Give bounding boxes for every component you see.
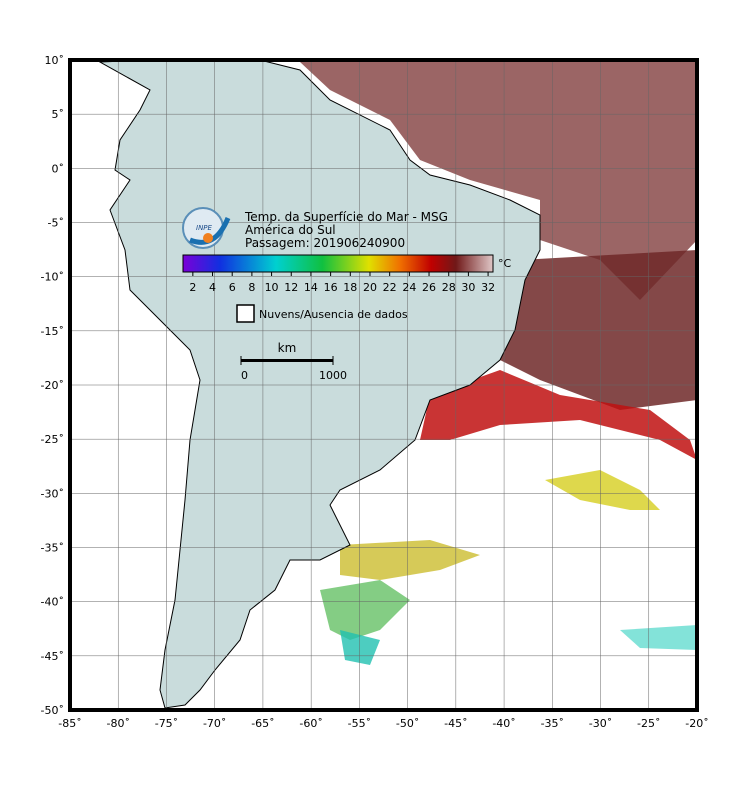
x-tick-label: -50˚ [396,717,419,730]
x-tick-label: -80˚ [106,717,129,730]
y-tick-label: -10˚ [41,271,64,284]
y-tick-label: -20˚ [41,379,64,392]
colorbar-tick-label: 6 [229,281,236,294]
legend-swatch [236,304,255,323]
y-tick-label: 10˚ [45,54,65,67]
colorbar-tick-label: 4 [209,281,216,294]
scale-bar [241,359,333,362]
colorbar-tick-label: 26 [422,281,436,294]
x-tick-label: -45˚ [444,717,467,730]
colorbar-tick-label: 12 [284,281,298,294]
colorbar-tick-label: 20 [363,281,377,294]
x-tick-label: -20˚ [685,717,708,730]
colorbar [182,254,494,273]
colorbar-tick-label: 28 [442,281,456,294]
colorbar-tick-label: 16 [324,281,338,294]
x-tick-label: -40˚ [492,717,515,730]
title-line: América do Sul [245,223,336,237]
colorbar-unit: °C [498,257,512,270]
colorbar-tick-label: 22 [383,281,397,294]
logo: INPE [182,207,231,249]
sst-patches [300,62,697,665]
x-tick-label: -70˚ [203,717,226,730]
colorbar-tick-label: 18 [343,281,357,294]
y-tick-label: 0˚ [52,162,65,175]
y-tick-label: -45˚ [41,650,64,663]
logo-text: INPE [196,224,213,232]
x-tick-label: -30˚ [589,717,612,730]
colorbar-tick-label: 2 [189,281,196,294]
y-tick-label: 5˚ [52,108,65,121]
x-tick-label: -85˚ [58,717,81,730]
x-tick-label: -65˚ [251,717,274,730]
title-line: Temp. da Superfície do Mar - MSG [244,210,448,224]
x-tick-label: -35˚ [541,717,564,730]
y-tick-label: -50˚ [41,704,64,717]
y-tick-label: -5˚ [48,217,64,230]
x-tick-label: -25˚ [637,717,660,730]
scale-tick-label: 1000 [319,369,347,382]
legend-label: Nuvens/Ausencia de dados [259,308,408,321]
colorbar-tick-label: 30 [461,281,475,294]
x-tick-label: -60˚ [299,717,322,730]
scale-tick-label: 0 [241,369,248,382]
colorbar-tick-label: 8 [248,281,255,294]
colorbar-tick-label: 24 [402,281,416,294]
y-tick-label: -30˚ [41,487,64,500]
colorbar-tick-label: 10 [265,281,279,294]
title-line: Passagem: 201906240900 [245,236,405,250]
colorbar-tick-label: 32 [481,281,495,294]
y-tick-label: -25˚ [41,433,64,446]
scale-unit: km [278,341,297,355]
colorbar-tick-label: 14 [304,281,318,294]
y-tick-label: -15˚ [41,325,64,338]
frame [68,58,699,712]
y-tick-label: -40˚ [41,596,64,609]
x-tick-label: -55˚ [348,717,371,730]
x-tick-label: -75˚ [155,717,178,730]
y-tick-label: -35˚ [41,542,64,555]
